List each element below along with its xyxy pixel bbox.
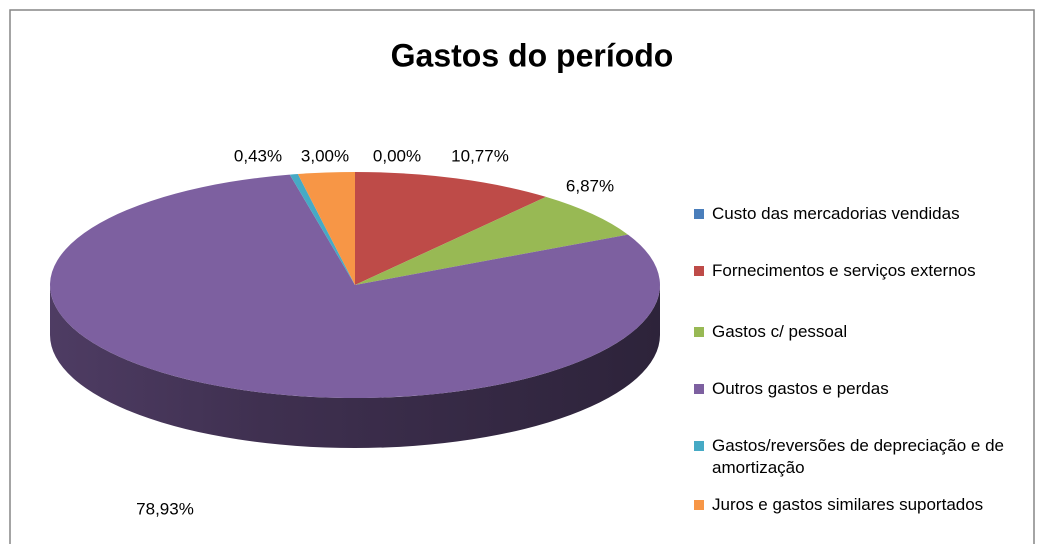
slice-side: [50, 285, 660, 448]
legend-item: Gastos c/ pessoal: [694, 321, 1034, 343]
legend-swatch: [694, 266, 704, 276]
legend-swatch: [694, 209, 704, 219]
legend-label: Fornecimentos e serviços externos: [712, 261, 976, 280]
pie-slice: [50, 174, 660, 399]
legend-item: Custo das mercadorias vendidas: [694, 203, 1034, 225]
data-label: 3,00%: [301, 146, 349, 165]
legend-item: Juros e gastos similares suportados: [694, 494, 1034, 516]
legend-label: Gastos/reversões de depreciação e de amo…: [712, 436, 1005, 477]
legend-label: Custo das mercadorias vendidas: [712, 204, 960, 223]
legend-swatch: [694, 384, 704, 394]
data-label: 0,43%: [234, 146, 282, 165]
legend-item: Gastos/reversões de depreciação e de amo…: [694, 435, 1034, 479]
pie-slice: [297, 172, 355, 285]
legend-item: Outros gastos e perdas: [694, 378, 1034, 400]
legend-label: Gastos c/ pessoal: [712, 322, 848, 341]
pie-slice: [355, 196, 628, 285]
legend-label: Outros gastos e perdas: [712, 379, 889, 398]
legend-item: Fornecimentos e serviços externos: [694, 260, 1034, 282]
legend-swatch: [694, 327, 704, 337]
legend-swatch: [694, 500, 704, 510]
legend-label: Juros e gastos similares suportados: [712, 495, 984, 514]
pie-slice: [355, 172, 546, 285]
pie-slice: [289, 174, 355, 285]
chart-title: Gastos do período: [391, 37, 674, 73]
data-label: 6,87%: [566, 176, 614, 195]
data-label: 78,93%: [136, 499, 194, 518]
data-label: 10,77%: [451, 146, 509, 165]
data-label: 0,00%: [373, 146, 421, 165]
legend-swatch: [694, 441, 704, 451]
